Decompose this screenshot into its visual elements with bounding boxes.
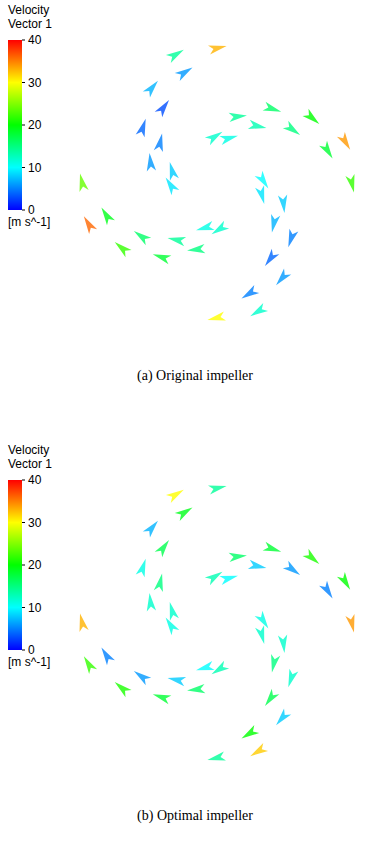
svg-text:Velocity: Velocity [8,443,49,457]
svg-text:[m s^-1]: [m s^-1] [8,215,50,229]
svg-text:(b) Optimal impeller: (b) Optimal impeller [137,808,253,824]
svg-text:10: 10 [28,161,42,175]
svg-text:Vector 1: Vector 1 [8,457,52,471]
svg-text:30: 30 [28,76,42,90]
svg-text:Velocity: Velocity [8,3,49,17]
svg-text:40: 40 [28,33,42,47]
svg-text:[m s^-1]: [m s^-1] [8,655,50,669]
svg-text:20: 20 [28,118,42,132]
svg-text:10: 10 [28,601,42,615]
svg-text:(a) Original impeller: (a) Original impeller [137,368,253,384]
svg-text:Vector 1: Vector 1 [8,17,52,31]
svg-text:30: 30 [28,516,42,530]
svg-text:0: 0 [28,203,35,217]
svg-text:20: 20 [28,558,42,572]
svg-text:0: 0 [28,643,35,657]
svg-text:40: 40 [28,473,42,487]
